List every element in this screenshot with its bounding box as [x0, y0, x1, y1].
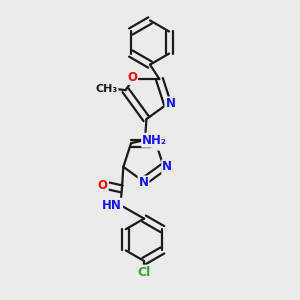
Text: N: N [139, 176, 148, 190]
Text: Cl: Cl [137, 266, 151, 279]
Text: CH₃: CH₃ [95, 84, 118, 94]
Text: NH₂: NH₂ [142, 134, 167, 147]
Text: O: O [98, 179, 108, 193]
Text: N: N [162, 160, 172, 173]
Text: O: O [127, 71, 137, 84]
Text: N: N [152, 137, 163, 150]
Text: N: N [165, 97, 176, 110]
Text: HN: HN [102, 199, 122, 212]
